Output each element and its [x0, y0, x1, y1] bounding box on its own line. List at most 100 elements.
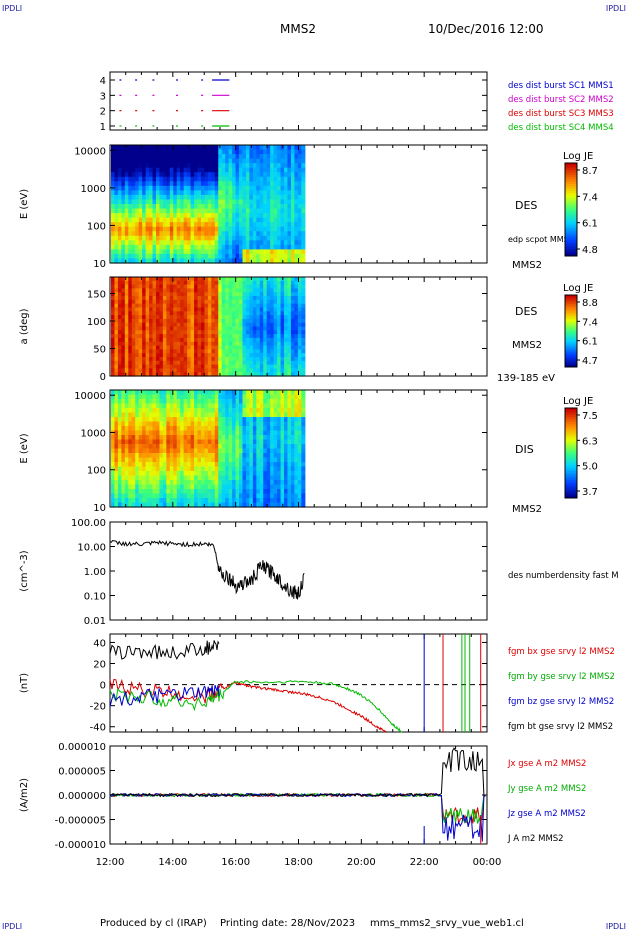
heatmap-cell	[124, 372, 129, 377]
heatmap-cell	[142, 337, 147, 343]
heatmap-cell	[149, 213, 154, 219]
des-pitch-y-tick-label: 0	[100, 372, 106, 383]
heatmap-cell	[263, 322, 268, 328]
heatmap-cell	[124, 318, 129, 324]
heatmap-cell	[263, 394, 268, 400]
heatmap-cell	[197, 318, 202, 324]
heatmap-cell	[111, 176, 116, 182]
heatmap-cell	[114, 204, 119, 210]
heatmap-cell	[117, 299, 122, 305]
heatmap-cell	[173, 185, 178, 191]
heatmap-cell	[273, 299, 278, 305]
heatmap-cell	[145, 480, 150, 486]
heatmap-cell	[245, 167, 251, 173]
heatmap-cell	[159, 176, 164, 182]
heatmap-cell	[135, 235, 140, 241]
heatmap-cell	[162, 356, 167, 362]
heatmap-cell	[159, 163, 164, 169]
heatmap-cell	[142, 299, 147, 305]
heatmap-cell	[249, 360, 254, 366]
heatmap-cell	[197, 292, 202, 297]
heatmap-cell	[138, 439, 143, 445]
heatmap-cell	[280, 235, 285, 241]
heatmap-cell	[256, 403, 261, 409]
heatmap-cell	[290, 462, 296, 468]
heatmap-cell	[277, 399, 282, 405]
heatmap-cell	[301, 149, 306, 155]
heatmap-cell	[200, 204, 206, 210]
heatmap-cell	[111, 399, 116, 405]
heatmap-cell	[135, 498, 140, 504]
heatmap-cell	[128, 353, 133, 358]
heatmap-cell	[194, 145, 199, 151]
heatmap-cell	[176, 408, 181, 414]
heatmap-cell	[207, 280, 212, 286]
heatmap-cell	[190, 337, 195, 343]
heatmap-cell	[273, 217, 278, 223]
heatmap-cell	[111, 244, 116, 250]
heatmap-cell	[245, 489, 251, 495]
heatmap-cell	[166, 403, 171, 409]
heatmap-cell	[294, 217, 299, 223]
heatmap-cell	[149, 226, 154, 232]
heatmap-cell	[149, 330, 154, 335]
heatmap-cell	[204, 253, 209, 260]
heatmap-cell	[287, 453, 292, 459]
heatmap-cell	[149, 412, 154, 418]
heatmap-cell	[162, 403, 167, 409]
heatmap-cell	[273, 457, 278, 463]
heatmap-cell	[155, 318, 161, 324]
heatmap-cell	[232, 390, 237, 396]
heatmap-cell	[142, 208, 147, 214]
heatmap-cell	[180, 296, 185, 301]
heatmap-cell	[280, 353, 285, 358]
heatmap-cell	[290, 345, 296, 350]
heatmap-cell	[207, 326, 212, 331]
heatmap-cell	[232, 213, 237, 219]
heatmap-cell	[297, 154, 302, 160]
heatmap-cell	[284, 337, 289, 343]
heatmap-cell	[207, 457, 212, 463]
heatmap-cell	[180, 484, 185, 490]
heatmap-cell	[290, 315, 296, 320]
heatmap-cell	[301, 498, 306, 504]
heatmap-cell	[239, 199, 244, 205]
heatmap-cell	[197, 421, 202, 427]
heatmap-cell	[124, 154, 129, 160]
heatmap-cell	[121, 394, 126, 400]
heatmap-cell	[207, 303, 212, 309]
heatmap-cell	[235, 421, 240, 427]
heatmap-cell	[239, 475, 244, 481]
heatmap-cell	[284, 258, 289, 264]
heatmap-cell	[121, 360, 126, 366]
heatmap-cell	[145, 330, 150, 335]
heatmap-cell	[162, 244, 167, 250]
heatmap-cell	[117, 222, 122, 228]
heatmap-cell	[245, 145, 251, 151]
heatmap-cell	[273, 190, 278, 196]
heatmap-cell	[225, 498, 230, 504]
heatmap-cell	[245, 341, 251, 347]
heatmap-cell	[270, 208, 275, 214]
heatmap-cell	[266, 341, 271, 347]
heatmap-cell	[259, 484, 264, 490]
heatmap-cell	[138, 330, 143, 335]
heatmap-cell	[124, 288, 129, 293]
heatmap-cell	[273, 318, 278, 324]
heatmap-cell	[263, 307, 268, 312]
heatmap-cell	[284, 341, 289, 347]
heatmap-cell	[204, 249, 209, 255]
heatmap-cell	[162, 176, 167, 182]
heatmap-cell	[176, 356, 181, 362]
colorbar-cell	[565, 332, 577, 336]
heatmap-cell	[194, 181, 199, 187]
heatmap-cell	[131, 226, 136, 232]
heatmap-cell	[284, 172, 289, 178]
heatmap-cell	[218, 356, 223, 362]
heatmap-cell	[297, 489, 302, 495]
heatmap-cell	[266, 258, 271, 264]
heatmap-cell	[114, 253, 119, 260]
heatmap-cell	[221, 154, 226, 160]
heatmap-cell	[121, 466, 126, 472]
heatmap-cell	[270, 163, 275, 169]
